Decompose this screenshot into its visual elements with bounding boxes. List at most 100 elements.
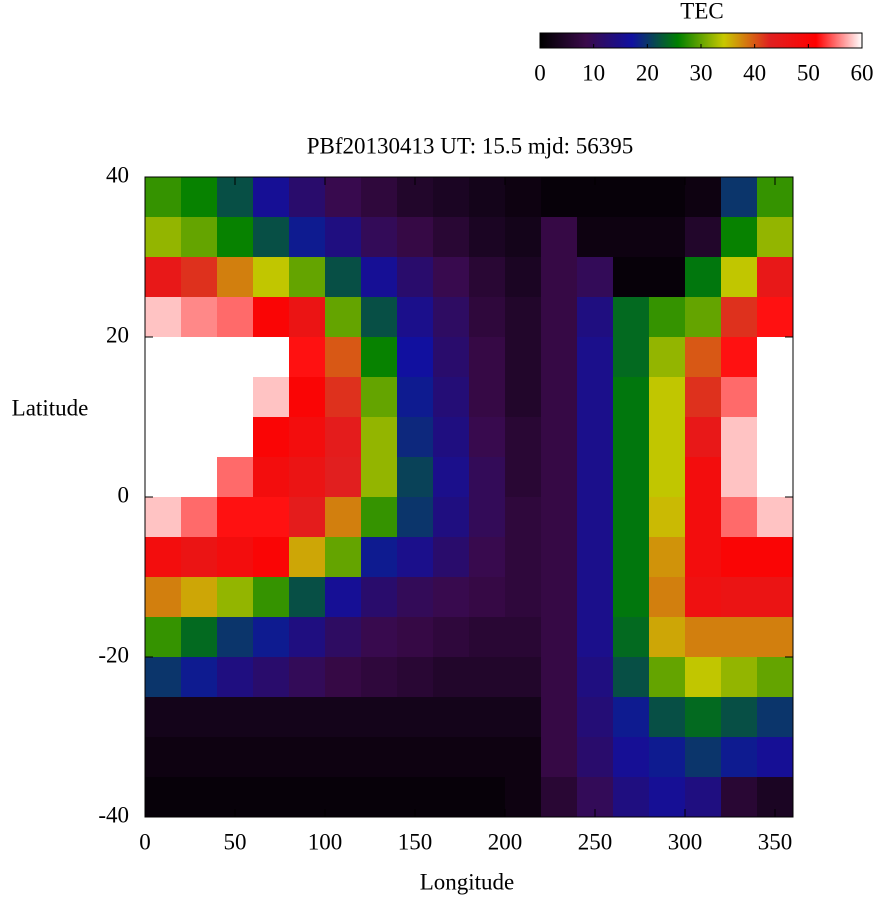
heatmap-cell (577, 737, 614, 778)
heatmap-cell (289, 537, 326, 578)
heatmap-cell (433, 377, 470, 418)
heatmap-cell (469, 777, 506, 818)
x-axis-label: Longitude (420, 869, 515, 894)
heatmap-cell (469, 617, 506, 658)
heatmap-cell (649, 657, 686, 698)
heatmap-cell (649, 777, 686, 818)
heatmap-cell (613, 497, 650, 538)
heatmap-cell (685, 737, 722, 778)
heatmap-cell (505, 497, 542, 538)
heatmap-cell (541, 337, 578, 378)
heatmap-cell (685, 417, 722, 458)
heatmap-cell (433, 537, 470, 578)
heatmap-cell (181, 257, 218, 298)
heatmap-cell (145, 617, 182, 658)
heatmap-cell (613, 737, 650, 778)
heatmap-cell (685, 217, 722, 258)
heatmap-cell (649, 457, 686, 498)
heatmap-cell (469, 457, 506, 498)
heatmap-cell (577, 497, 614, 538)
heatmap-cell (433, 657, 470, 698)
heatmap-cell (145, 177, 182, 218)
heatmap-cell (253, 457, 290, 498)
heatmap-cell (433, 577, 470, 618)
heatmap-cell (181, 737, 218, 778)
heatmap-cell (541, 257, 578, 298)
heatmap-cell (289, 177, 326, 218)
heatmap-cell (361, 577, 398, 618)
heatmap-cell (325, 377, 362, 418)
heatmap-cell (253, 617, 290, 658)
x-tick-label: 0 (139, 829, 151, 854)
heatmap-cell (541, 737, 578, 778)
heatmap-cell (721, 217, 758, 258)
heatmap-cell (325, 777, 362, 818)
heatmap-cell (505, 617, 542, 658)
y-tick-label: -40 (98, 802, 129, 827)
heatmap-cell (757, 297, 794, 338)
heatmap-cell (685, 537, 722, 578)
heatmap-cell (433, 617, 470, 658)
heatmap-cell (505, 737, 542, 778)
heatmap-cell (649, 217, 686, 258)
colorbar-tick-label: 50 (797, 60, 820, 85)
heatmap-cell (541, 777, 578, 818)
heatmap-cell (145, 737, 182, 778)
heatmap-cell (325, 497, 362, 538)
heatmap-cell (469, 417, 506, 458)
heatmap-cell (361, 337, 398, 378)
heatmap-cell (217, 497, 254, 538)
heatmap-cell (541, 457, 578, 498)
heatmap-cell (181, 457, 218, 498)
heatmap-cell (361, 297, 398, 338)
heatmap-cell (325, 177, 362, 218)
heatmap-cell (541, 617, 578, 658)
heatmap-cell (181, 297, 218, 338)
heatmap-cell (577, 697, 614, 738)
heatmap-cell (253, 777, 290, 818)
heatmap-cell (721, 337, 758, 378)
heatmap-cell (433, 217, 470, 258)
heatmap-cell (685, 657, 722, 698)
heatmap-cell (685, 777, 722, 818)
heatmap-cell (433, 497, 470, 538)
heatmap-cell (397, 217, 434, 258)
colorbar-tick-label: 40 (743, 60, 766, 85)
heatmap-cell (253, 177, 290, 218)
heatmap-cell (289, 217, 326, 258)
heatmap-cell (217, 617, 254, 658)
heatmap-cell (181, 657, 218, 698)
heatmap-cell (469, 217, 506, 258)
heatmap-cell (469, 537, 506, 578)
heatmap-cell (181, 217, 218, 258)
heatmap-cell (721, 457, 758, 498)
heatmap-cell (361, 377, 398, 418)
heatmap-cell (685, 257, 722, 298)
heatmap-cell (505, 697, 542, 738)
heatmap-cell (253, 257, 290, 298)
heatmap-cell (361, 777, 398, 818)
heatmap-cell (685, 297, 722, 338)
heatmap-cell (145, 217, 182, 258)
heatmap-cell (757, 217, 794, 258)
heatmap-cell (469, 657, 506, 698)
heatmap-cell (685, 177, 722, 218)
heatmap-cell (721, 377, 758, 418)
heatmap-cell (361, 457, 398, 498)
heatmap-cell (217, 737, 254, 778)
heatmap-cell (325, 297, 362, 338)
heatmap-cell (253, 657, 290, 698)
y-tick-label: -20 (98, 642, 129, 667)
heatmap-cell (397, 457, 434, 498)
heatmap-cell (217, 577, 254, 618)
heatmap-cell (469, 177, 506, 218)
heatmap-cell (757, 737, 794, 778)
heatmap-cell (253, 737, 290, 778)
heatmap-cell (397, 257, 434, 298)
heatmap-cell (469, 377, 506, 418)
heatmap-cell (757, 697, 794, 738)
heatmap-cell (541, 497, 578, 538)
heatmap-cell (433, 417, 470, 458)
heatmap-cell (469, 577, 506, 618)
x-tick-label: 200 (488, 829, 523, 854)
